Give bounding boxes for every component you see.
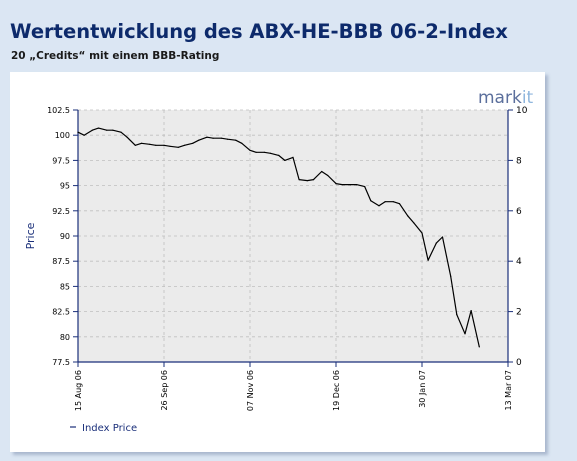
series-point [298,179,300,181]
series-point [470,310,472,312]
series-point [355,184,358,186]
series-point [378,205,380,207]
secondary-y-axis-ticks: 10 8 6 4 2 0 [508,106,528,368]
series-points [77,127,480,348]
y-tick-label: 90 [60,232,70,241]
y2-tick-label: 0 [516,358,522,368]
series-point [349,184,351,186]
series-point [140,142,143,144]
series-point [398,203,401,205]
series-point [97,127,100,129]
y-tick-label: 77.5 [52,358,70,367]
x-axis-ticks: 15 Aug 06 26 Sep 06 07 Nov 06 19 Dec 06 30 J… [74,362,513,411]
series-point [312,179,315,181]
series-point [456,314,458,316]
series-point [435,242,437,244]
series-point [241,142,243,144]
y-tick-label: 95 [60,182,70,191]
x-tick-label: 19 Dec 06 [332,370,341,411]
series-point [364,186,366,188]
y2-tick-label: 10 [516,106,528,116]
series-point [91,129,93,131]
logo-text-main: mark [478,88,522,108]
y-axis-ticks: 102.5 100 97.5 95 92.5 90 87.5 85 82.5 80 77.5 [47,106,78,367]
y-tick-label: 80 [60,333,70,342]
series-point [169,145,171,147]
series-point [478,346,480,348]
legend: Index Price [70,423,137,434]
series-point [450,275,452,277]
y-tick-label: 97.5 [52,156,70,165]
x-tick-label: 07 Nov 06 [246,370,255,411]
series-point [370,200,372,202]
series-point [392,201,394,203]
series-point [192,142,194,144]
logo-text-accent: it [522,88,534,108]
series-point [106,129,108,131]
series-point [206,136,208,138]
series-point [407,215,409,217]
markit-logo: markit [478,88,534,108]
series-point [120,131,122,133]
series-point [198,139,200,141]
series-point [249,149,251,151]
series-point [269,152,272,154]
y2-tick-label: 4 [516,257,522,267]
series-point [413,222,415,224]
series-point [134,144,136,146]
series-point [284,159,286,161]
series-point [220,137,222,139]
series-point [263,151,265,153]
series-point [77,131,79,133]
series-point [327,174,329,177]
svg-text:markit: markit [478,88,534,108]
series-point [226,138,229,140]
plot-area [78,110,508,362]
series-point [341,184,343,186]
series-point [464,333,466,335]
series-point [212,137,214,139]
series-point [335,183,337,185]
y-tick-label: 87.5 [52,257,70,266]
series-point [441,236,444,238]
series-point [83,134,85,136]
series-point [292,156,294,158]
y-tick-label: 82.5 [52,308,70,317]
series-point [278,154,280,156]
series-point [235,139,237,141]
y2-tick-label: 2 [516,308,522,318]
x-tick-label: 13 Mar 07 [504,370,513,411]
series-point [384,201,386,203]
series-point [155,144,157,146]
y-tick-label: 102.5 [47,106,70,115]
series-point [321,170,323,173]
chart-subtitle: 20 „Credits“ mit einem BBB-Rating [11,50,220,62]
x-tick-label: 26 Sep 06 [160,370,169,411]
x-tick-label: 15 Aug 06 [74,370,83,411]
series-point [421,232,423,234]
y-axis-label: Price [24,222,37,249]
series-point [163,144,165,146]
series-point [255,151,257,153]
series-point [112,129,114,131]
y-tick-label: 100 [55,131,70,140]
series-point [177,146,179,148]
series-point [126,136,128,138]
y2-tick-label: 8 [516,156,522,166]
y-tick-label: 92.5 [52,207,70,216]
series-point [149,143,151,145]
series-point [183,144,186,146]
legend-label-index-price: Index Price [82,423,137,434]
x-tick-label: 30 Jan 07 [418,370,427,408]
chart-title: Wertentwicklung des ABX-HE-BBB 06-2-Inde… [10,20,508,43]
y2-tick-label: 6 [516,207,522,217]
series-point [427,259,429,261]
series-point [306,180,308,182]
y-tick-label: 85 [60,282,70,291]
